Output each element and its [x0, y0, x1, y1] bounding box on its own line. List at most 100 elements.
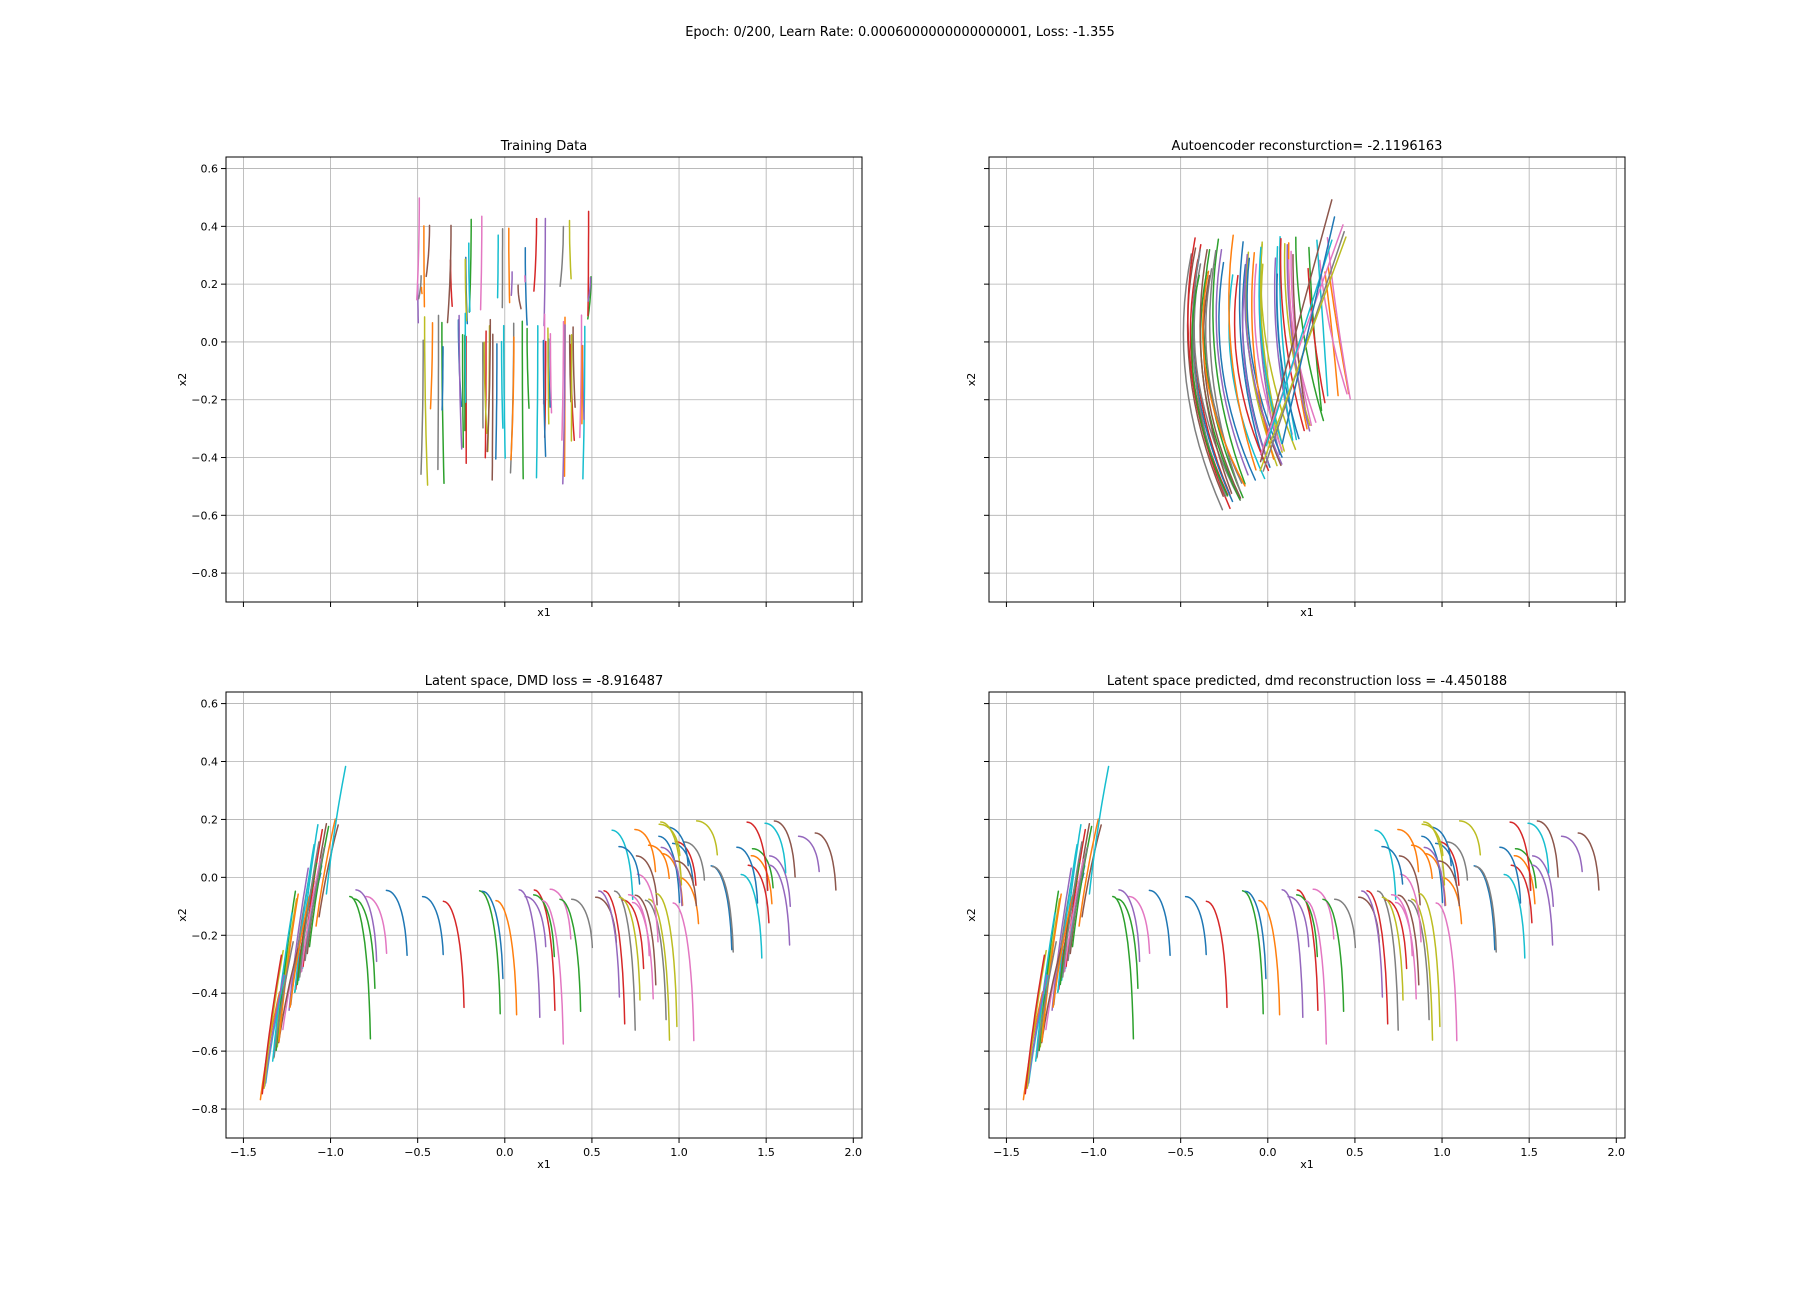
trajectory-line	[495, 343, 498, 460]
trajectory-line	[533, 217, 538, 292]
trajectory-line	[1246, 257, 1283, 458]
trajectory-line	[429, 322, 434, 410]
trajectory-line	[1071, 825, 1093, 948]
y-axis-label: x2	[965, 373, 978, 387]
trajectory-line	[483, 341, 488, 434]
trajectory-line	[1361, 890, 1384, 998]
trajectory-line	[658, 835, 681, 904]
trajectory-line	[542, 339, 547, 458]
trajectory-line	[1148, 889, 1171, 957]
trajectory-line	[1440, 876, 1463, 925]
trajectory-line	[660, 821, 683, 886]
trajectory-line	[1292, 253, 1308, 422]
trajectory-line	[1316, 239, 1329, 397]
trajectory-line	[1514, 847, 1537, 889]
trajectory-line	[385, 889, 408, 957]
x-tick-label: 1.0	[1433, 1146, 1451, 1159]
trajectory-line	[561, 320, 565, 441]
trajectory-line	[1304, 899, 1328, 1045]
trajectories	[1022, 765, 1600, 1101]
trajectory-line	[325, 765, 347, 895]
trajectory-line	[618, 896, 641, 1001]
trajectory-line	[1286, 244, 1311, 432]
trajectory-line	[526, 327, 530, 409]
trajectory-line	[289, 896, 310, 1008]
trajectory-line	[423, 316, 429, 486]
trajectory-line	[814, 832, 837, 891]
trajectory-line	[1078, 818, 1100, 927]
figure-suptitle: Epoch: 0/200, Learn Rate: 0.000600000000…	[685, 25, 1115, 40]
trajectory-line	[495, 899, 518, 1016]
trajectory-line	[1513, 854, 1536, 905]
subplot-1: −0.8 −0.6 −0.4 −0.2 0.0 0.2 0.4 0.6 Training Dat…	[176, 139, 863, 619]
y-tick-label: −0.4	[191, 987, 218, 1000]
trajectory-line	[740, 873, 763, 959]
x-axis-label: x1	[537, 606, 551, 619]
trajectory-line	[683, 841, 706, 881]
trajectory-line	[298, 841, 320, 978]
trajectory-line	[746, 821, 769, 892]
trajectory-line	[1307, 267, 1326, 404]
trajectory-line	[479, 215, 483, 311]
subplot-4: −1.5 −1.0 −0.5 0.0 0.5 1.0 1.5 2.0 Latent space …	[965, 674, 1626, 1171]
trajectory-line	[510, 271, 513, 297]
trajectory-line	[517, 284, 522, 310]
trajectory-line	[1418, 892, 1441, 1028]
trajectory-line	[613, 890, 636, 1031]
trajectory-line	[1287, 259, 1317, 423]
trajectory-line	[437, 314, 440, 471]
trajectory-line	[416, 197, 421, 301]
trajectory-line	[1324, 271, 1339, 397]
trajectory-line	[1366, 890, 1389, 1025]
trajectory-line	[486, 318, 492, 453]
trajectory-line	[747, 864, 770, 924]
trajectory-line	[1437, 840, 1460, 886]
x-tick-label: 2.0	[845, 1146, 863, 1159]
trajectory-line	[660, 846, 683, 907]
x-tick-label: −1.5	[993, 1146, 1020, 1159]
trajectory-line	[1499, 846, 1522, 904]
trajectory-line	[1510, 864, 1533, 924]
x-tick-label: 1.0	[670, 1146, 688, 1159]
trajectory-line	[547, 327, 550, 425]
trajectory-line	[1259, 199, 1333, 463]
trajectory-line	[1281, 216, 1336, 445]
trajectory-line	[300, 858, 322, 973]
trajectory-line	[1128, 895, 1151, 955]
trajectory-line	[464, 258, 468, 322]
y-tick-label: −0.6	[191, 1045, 218, 1058]
trajectory-line	[1233, 274, 1270, 472]
trajectory-line	[1024, 954, 1046, 1095]
trajectory-line	[1027, 974, 1048, 1087]
trajectory-line	[1258, 246, 1283, 445]
trajectory-line	[1193, 263, 1241, 501]
x-tick-label: −0.5	[1167, 1146, 1194, 1159]
trajectory-line	[636, 873, 659, 943]
trajectory-line	[1423, 846, 1446, 907]
trajectory-line	[635, 855, 658, 906]
trajectory-line	[750, 854, 773, 905]
trajectory-line	[1026, 949, 1047, 1089]
trajectory-line	[1202, 274, 1242, 499]
subplot-title: Autoencoder reconsturction= -2.1196163	[1172, 139, 1443, 154]
axes-frame	[225, 156, 863, 603]
y-tick-label: 0.6	[201, 698, 219, 711]
trajectory-line	[1435, 902, 1458, 1042]
trajectories	[416, 197, 592, 486]
trajectory-line	[1531, 855, 1555, 908]
trajectory-line	[535, 325, 539, 479]
trajectory-line	[533, 889, 556, 1012]
trajectory-line	[425, 224, 431, 278]
trajectory-line	[1218, 261, 1257, 481]
trajectory-line	[294, 843, 315, 993]
trajectory-line	[1423, 821, 1446, 886]
x-tick-label: 1.5	[1520, 1146, 1538, 1159]
trajectory-line	[1381, 896, 1404, 1001]
trajectory-line	[1081, 824, 1102, 918]
trajectory-line	[276, 898, 298, 1048]
trajectory-line	[420, 286, 423, 295]
trajectories	[259, 765, 837, 1101]
trajectory-line	[315, 818, 337, 927]
y-tick-label: 0.0	[201, 871, 219, 884]
trajectory-line	[1057, 843, 1078, 993]
